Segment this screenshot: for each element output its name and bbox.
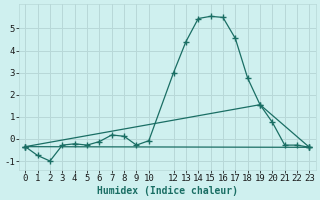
X-axis label: Humidex (Indice chaleur): Humidex (Indice chaleur) xyxy=(97,186,238,196)
